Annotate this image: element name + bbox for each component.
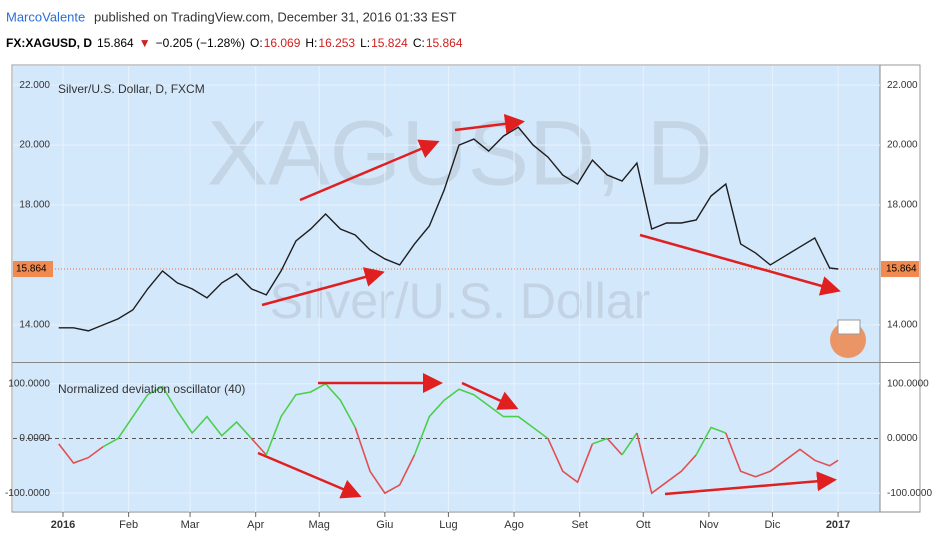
oscillator-line bbox=[58, 443, 104, 465]
oscillator-line bbox=[547, 438, 594, 484]
header-c: 15.864 bbox=[426, 36, 463, 50]
x-tick-label: Ago bbox=[504, 519, 524, 531]
x-tick-label: Mag bbox=[309, 519, 330, 531]
oscillator-line bbox=[592, 437, 608, 445]
last-price-label: 15.864 bbox=[886, 264, 917, 275]
y-tick-label: 20.000 bbox=[887, 140, 918, 151]
annotation-arrows bbox=[257, 113, 841, 499]
header-symbol: FX:XAGUSD, D bbox=[6, 36, 92, 50]
pane-title: Silver/U.S. Dollar, D, FXCM bbox=[58, 82, 205, 96]
y-tick-label: -100.0000 bbox=[887, 488, 932, 499]
header-h: 16.253 bbox=[318, 36, 355, 50]
price-line bbox=[58, 126, 839, 332]
x-tick-label: 2016 bbox=[51, 519, 75, 531]
x-tick-label: Apr bbox=[247, 519, 264, 531]
y-tick-label: 22.000 bbox=[19, 80, 50, 91]
x-tick-label: Feb bbox=[119, 519, 138, 531]
y-tick-label: 0.0000 bbox=[887, 433, 918, 444]
header-o: 16.069 bbox=[264, 36, 301, 50]
y-tick-label: -100.0000 bbox=[5, 488, 50, 499]
oscillator-line bbox=[621, 432, 638, 456]
arrow bbox=[664, 471, 837, 496]
header-h-label: H: bbox=[305, 36, 317, 50]
oscillator-pane bbox=[13, 363, 880, 511]
x-tick-label: Lug bbox=[439, 519, 457, 531]
y-tick-label: 22.000 bbox=[887, 80, 918, 91]
oscillator-line bbox=[606, 437, 623, 456]
header-l-label: L: bbox=[360, 36, 370, 50]
arrow bbox=[299, 139, 440, 202]
header-arrow: ▼ bbox=[139, 36, 151, 50]
last-price-box bbox=[881, 261, 919, 278]
header-l: 15.824 bbox=[371, 36, 408, 50]
x-tick-label: Nov bbox=[699, 519, 719, 531]
flag-badge bbox=[830, 319, 866, 358]
published: published on TradingView.com, December 3… bbox=[94, 9, 457, 24]
y-tick-label: 0.0000 bbox=[19, 433, 50, 444]
pane-title: Normalized deviation oscillator (40) bbox=[58, 382, 245, 396]
oscillator-line bbox=[725, 432, 839, 478]
y-tick-label: 14.000 bbox=[19, 319, 50, 330]
header-last: 15.864 bbox=[97, 36, 134, 50]
x-tick-label: 2017 bbox=[826, 519, 850, 531]
oscillator-line bbox=[265, 382, 356, 456]
y-tick-label: 100.0000 bbox=[8, 378, 50, 389]
oscillator-line bbox=[102, 385, 253, 448]
oscillator-line bbox=[695, 426, 727, 456]
x-tick-label: Dic bbox=[764, 519, 780, 531]
oscillator-line bbox=[354, 427, 416, 495]
oscillator-line bbox=[636, 432, 697, 495]
price-pane bbox=[13, 66, 880, 362]
x-tick-label: Giu bbox=[376, 519, 393, 531]
arrow bbox=[257, 451, 362, 499]
y-tick-label: 18.000 bbox=[19, 200, 50, 211]
watermark: XAGUSD, D bbox=[207, 102, 713, 204]
x-tick-label: Set bbox=[571, 519, 588, 531]
y-tick-label: 100.0000 bbox=[887, 378, 929, 389]
last-price-label: 15.864 bbox=[16, 264, 47, 275]
y-tick-label: 18.000 bbox=[887, 200, 918, 211]
y-tick-label: 14.000 bbox=[887, 319, 918, 330]
arrow bbox=[461, 381, 519, 410]
symbol-line: FX:XAGUSD, D 15.864 ▼ −0.205 (−1.28%) O: 16.0… bbox=[6, 36, 463, 50]
header-o-label: O: bbox=[250, 36, 263, 50]
x-tick-label: Mar bbox=[181, 519, 200, 531]
last-price-box bbox=[13, 261, 53, 278]
watermark-sub: Silver/U.S. Dollar bbox=[270, 273, 651, 329]
y-tick-label: 20.000 bbox=[19, 140, 50, 151]
oscillator-line bbox=[413, 388, 549, 456]
header-change: −0.205 (−1.28%) bbox=[156, 36, 245, 50]
header-c-label: C: bbox=[413, 36, 425, 50]
arrow bbox=[454, 113, 525, 134]
x-tick-label: Ott bbox=[636, 519, 651, 531]
arrow bbox=[639, 233, 841, 296]
arrow bbox=[261, 267, 385, 307]
author[interactable]: MarcoValente bbox=[6, 9, 85, 24]
oscillator-line bbox=[250, 437, 267, 456]
